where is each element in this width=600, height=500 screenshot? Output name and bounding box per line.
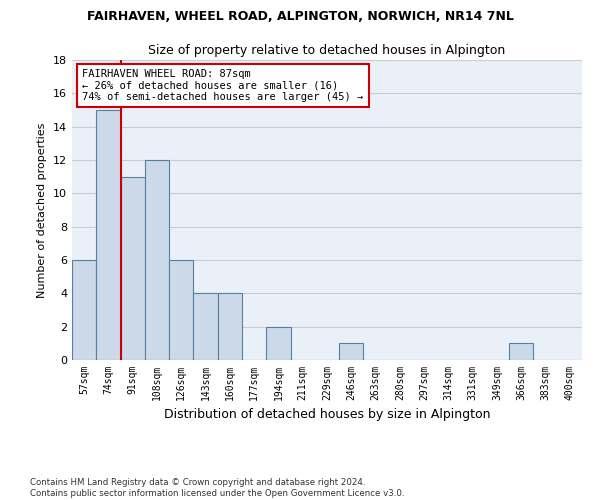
Title: Size of property relative to detached houses in Alpington: Size of property relative to detached ho… (148, 44, 506, 58)
Bar (509, 344, 533, 360)
Bar (339, 344, 364, 360)
Text: FAIRHAVEN, WHEEL ROAD, ALPINGTON, NORWICH, NR14 7NL: FAIRHAVEN, WHEEL ROAD, ALPINGTON, NORWIC… (86, 10, 514, 23)
Text: FAIRHAVEN WHEEL ROAD: 87sqm
← 26% of detached houses are smaller (16)
74% of sem: FAIRHAVEN WHEEL ROAD: 87sqm ← 26% of det… (82, 69, 364, 102)
Bar (218, 294, 242, 360)
Text: Contains HM Land Registry data © Crown copyright and database right 2024.
Contai: Contains HM Land Registry data © Crown c… (30, 478, 404, 498)
Bar (145, 160, 169, 360)
Bar (96, 110, 121, 360)
Bar (193, 294, 218, 360)
Bar (121, 176, 145, 360)
Y-axis label: Number of detached properties: Number of detached properties (37, 122, 47, 298)
X-axis label: Distribution of detached houses by size in Alpington: Distribution of detached houses by size … (164, 408, 490, 422)
Bar (169, 260, 193, 360)
Bar (266, 326, 290, 360)
Bar (72, 260, 96, 360)
